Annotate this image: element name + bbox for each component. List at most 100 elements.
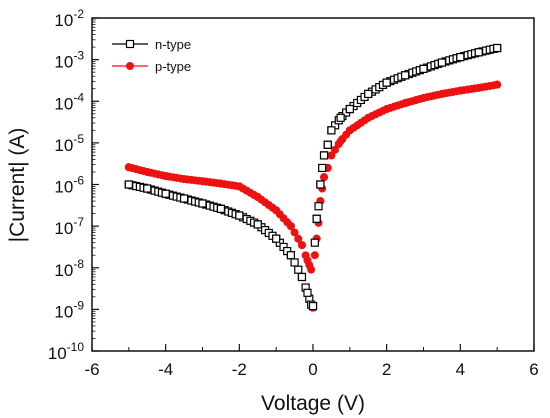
- data-point: [437, 89, 446, 98]
- y-tick-exponent: -6: [73, 174, 84, 188]
- legend-marker: [126, 62, 134, 70]
- x-tick-label: 4: [456, 360, 465, 379]
- y-tick-base: 10: [54, 11, 73, 30]
- y-tick-base: 10: [48, 344, 67, 363]
- y-tick-base: 10: [54, 178, 73, 197]
- y-tick-label: 10-3: [54, 49, 84, 72]
- x-tick-label: 6: [529, 360, 538, 379]
- data-point: [179, 194, 189, 203]
- data-point: [253, 193, 262, 202]
- data-point: [161, 189, 170, 198]
- y-tick-exponent: -5: [73, 132, 84, 146]
- data-point: [345, 126, 354, 135]
- data-point: [437, 58, 447, 67]
- y-tick-base: 10: [54, 261, 73, 280]
- data-point: [297, 241, 306, 250]
- series-p-type: [124, 80, 502, 312]
- y-axis-title: |Current| (A): [6, 128, 29, 243]
- data-point: [327, 151, 336, 160]
- y-tick-exponent: -3: [73, 49, 84, 63]
- data-point: [235, 211, 244, 220]
- x-axis-title: Voltage (V): [261, 392, 365, 415]
- data-point: [297, 272, 307, 282]
- data-point: [323, 140, 332, 149]
- data-point: [364, 113, 373, 122]
- data-point: [308, 301, 318, 311]
- data-point: [400, 71, 410, 80]
- data-point: [198, 199, 207, 208]
- y-tick-exponent: -9: [73, 298, 84, 312]
- data-point: [336, 137, 345, 146]
- series-marker: [331, 145, 340, 154]
- data-point: [336, 113, 345, 122]
- x-tick-label: -6: [84, 360, 99, 379]
- series-marker: [290, 228, 299, 237]
- data-point: [474, 83, 483, 92]
- y-tick-label: 10-5: [54, 132, 84, 155]
- data-point: [316, 180, 325, 189]
- data-point: [493, 80, 502, 89]
- data-point: [303, 288, 312, 297]
- series-layer: [124, 43, 502, 312]
- legend-label: p-type: [155, 59, 191, 74]
- data-point: [124, 163, 133, 172]
- data-point: [124, 180, 133, 189]
- data-point: [143, 184, 152, 193]
- legend-marker: [125, 39, 135, 49]
- x-tick-label: 0: [308, 360, 317, 379]
- data-point: [419, 93, 428, 102]
- y-tick-base: 10: [54, 302, 73, 321]
- data-point: [253, 220, 262, 229]
- y-tick-label: 10-6: [54, 174, 84, 197]
- data-point: [286, 251, 295, 260]
- y-tick-base: 10: [54, 136, 73, 155]
- data-point: [310, 238, 319, 247]
- y-tick-exponent: -8: [73, 257, 84, 271]
- data-point: [318, 163, 327, 173]
- y-tick-label: 10-9: [54, 298, 84, 321]
- data-point: [161, 172, 170, 181]
- x-tick-label: -2: [232, 360, 247, 379]
- series-marker: [294, 234, 303, 243]
- data-point: [493, 43, 502, 53]
- y-tick-base: 10: [54, 219, 73, 238]
- x-axis-ticks: -6 -4 -2 0 2 4 6: [84, 344, 539, 379]
- data-point: [474, 48, 483, 57]
- data-point: [235, 182, 244, 191]
- data-point: [272, 206, 281, 215]
- y-tick-base: 10: [54, 94, 73, 113]
- data-point: [303, 256, 312, 265]
- data-point: [419, 64, 428, 73]
- data-point: [364, 89, 373, 99]
- y-tick-label: 10-2: [54, 7, 84, 30]
- data-point: [320, 173, 329, 182]
- y-tick-base: 10: [54, 53, 73, 72]
- y-tick-exponent: -2: [73, 7, 84, 21]
- data-point: [216, 204, 226, 213]
- y-tick-exponent: -10: [67, 340, 85, 354]
- legend-label: n-type: [155, 37, 191, 52]
- y-tick-exponent: -4: [73, 90, 84, 104]
- data-point: [143, 167, 152, 176]
- series-marker: [294, 265, 303, 274]
- data-point: [319, 151, 329, 160]
- y-tick-label: 10-10: [48, 340, 85, 363]
- data-point: [198, 177, 207, 186]
- data-point: [314, 202, 323, 211]
- data-point: [382, 78, 391, 87]
- y-tick-label: 10-8: [54, 257, 84, 280]
- data-point: [401, 99, 410, 108]
- series-marker: [290, 258, 299, 267]
- data-point: [456, 86, 465, 95]
- data-point: [272, 234, 281, 243]
- data-point: [307, 265, 316, 274]
- data-point: [382, 105, 391, 114]
- data-point: [327, 126, 336, 135]
- data-point: [312, 214, 321, 223]
- data-point: [216, 179, 225, 188]
- data-point: [180, 175, 189, 184]
- y-tick-label: 10-4: [54, 90, 84, 113]
